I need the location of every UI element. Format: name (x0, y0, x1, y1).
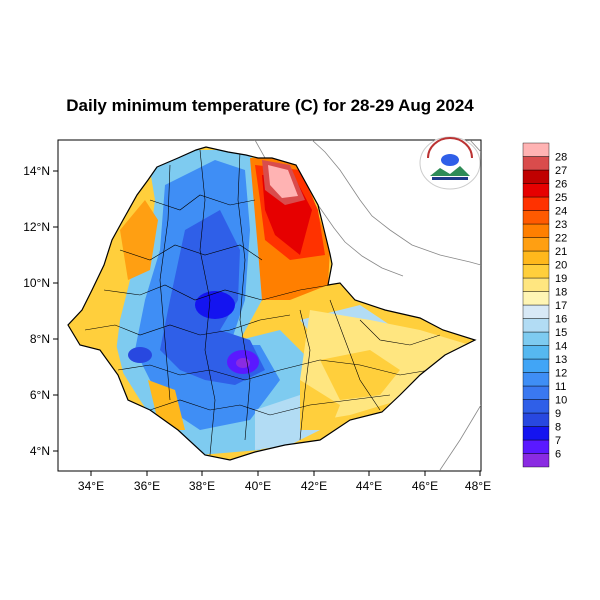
colorbar-label: 11 (555, 381, 566, 393)
colorbar-swatch (522, 156, 550, 171)
colorbar-swatch (522, 169, 550, 184)
colorbar-label: 27 (555, 165, 567, 177)
colorbar-label: 7 (555, 435, 561, 447)
colorbar-swatch (522, 331, 550, 346)
colorbar-swatch (522, 372, 550, 387)
colorbar-label: 28 (555, 152, 567, 164)
colorbar-label: 17 (555, 300, 567, 312)
colorbar-swatch (522, 210, 550, 225)
colorbar-swatch (522, 439, 550, 454)
colorbar-swatch (522, 223, 550, 238)
y-tick-label: 10°N (23, 276, 50, 290)
colorbar-label: 12 (555, 368, 567, 380)
colorbar-label: 13 (555, 354, 567, 366)
colorbar-label: 18 (555, 287, 567, 299)
colorbar-swatch (522, 426, 550, 441)
colorbar-label: 10 (555, 395, 567, 407)
colorbar-swatch (522, 385, 550, 400)
colorbar-label: 20 (555, 260, 567, 272)
colorbar-label: 6 (555, 449, 561, 461)
colorbar-swatch (522, 304, 550, 319)
colorbar-swatch (522, 183, 550, 198)
colorbar-swatch (522, 399, 550, 414)
y-axis-ticks (53, 170, 58, 452)
x-tick-label: 42°E (301, 479, 327, 493)
x-tick-label: 46°E (412, 479, 438, 493)
y-tick-label: 6°N (30, 388, 50, 402)
colorbar-swatch (522, 453, 550, 468)
x-tick-label: 44°E (356, 479, 382, 493)
y-tick-label: 14°N (23, 164, 50, 178)
colorbar-label: 16 (555, 314, 567, 326)
x-axis-ticks (90, 471, 481, 476)
y-tick-label: 8°N (30, 332, 50, 346)
meteorology-agency-logo-icon (419, 136, 481, 190)
colorbar-swatch (522, 345, 550, 360)
x-tick-label: 36°E (134, 479, 160, 493)
x-tick-label: 48°E (465, 479, 491, 493)
colorbar-label: 15 (555, 327, 567, 339)
colorbar-swatch (522, 291, 550, 306)
colorbar-label: 9 (555, 408, 561, 420)
x-tick-label: 40°E (245, 479, 271, 493)
colorbar-label: 8 (555, 422, 561, 434)
country-border (67, 146, 477, 461)
colorbar-label: 26 (555, 179, 567, 191)
y-tick-label: 12°N (23, 220, 50, 234)
x-tick-label: 38°E (189, 479, 215, 493)
colorbar-swatch (522, 264, 550, 279)
y-tick-label: 4°N (30, 444, 50, 458)
colorbar-label: 22 (555, 233, 567, 245)
colorbar-swatch (522, 318, 550, 333)
colorbar-swatch (522, 142, 550, 157)
colorbar-label: 19 (555, 273, 567, 285)
colorbar-swatch (522, 277, 550, 292)
colorbar-swatch (522, 412, 550, 427)
colorbar-label: 23 (555, 219, 567, 231)
colorbar-label: 24 (555, 206, 567, 218)
x-tick-label: 34°E (78, 479, 104, 493)
map-title: Daily minimum temperature (C) for 28-29 … (66, 96, 474, 115)
colorbar-swatch (522, 196, 550, 211)
colorbar-swatch (522, 237, 550, 252)
colorbar-swatch (522, 358, 550, 373)
zone-boundaries (84, 149, 441, 456)
colorbar-label: 21 (555, 246, 567, 258)
colorbar-swatch (522, 250, 550, 265)
colorbar-label: 14 (555, 341, 567, 353)
colorbar-label: 25 (555, 192, 567, 204)
